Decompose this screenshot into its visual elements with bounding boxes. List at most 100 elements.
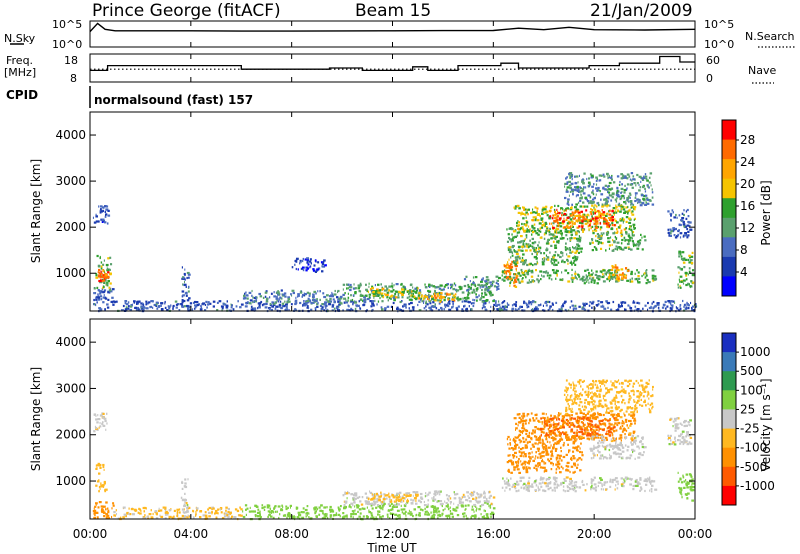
velocity-cell — [217, 512, 219, 515]
power-cell — [142, 304, 145, 307]
velocity-cell — [160, 515, 164, 518]
power-cell — [483, 291, 487, 294]
power-cell — [434, 299, 437, 302]
velocity-cell — [527, 480, 530, 483]
power-cell — [511, 308, 514, 311]
power-cell — [577, 239, 579, 242]
velocity-cell — [476, 507, 478, 510]
power-cell — [639, 239, 642, 242]
power-cell — [690, 301, 692, 305]
power-cell — [383, 289, 387, 292]
velocity-cell — [103, 515, 106, 518]
power-cell — [615, 237, 617, 241]
power-cell — [438, 287, 442, 290]
velocity-cell — [529, 457, 532, 460]
velocity-cell — [445, 502, 448, 505]
velocity-cell — [556, 440, 560, 444]
power-cell — [423, 295, 427, 298]
velocity-cell — [535, 455, 537, 458]
power-cell — [553, 254, 556, 257]
velocity-cell — [620, 439, 622, 442]
velocity-cell — [524, 422, 527, 425]
velocity-cell — [383, 499, 385, 502]
velocity-cell — [535, 467, 538, 470]
power-cell — [637, 280, 639, 283]
power-cell — [623, 228, 627, 231]
power-cell — [629, 178, 632, 181]
velocity-cell — [552, 476, 556, 479]
velocity-cell — [97, 418, 101, 421]
power-cell — [349, 286, 353, 289]
power-cell — [399, 292, 403, 295]
power-cell — [555, 227, 558, 230]
power-cell — [536, 278, 539, 281]
power-cell — [529, 228, 531, 231]
power-cell — [670, 307, 673, 310]
velocity-cell — [354, 505, 356, 508]
power-cell — [468, 301, 471, 304]
power-cell — [623, 201, 625, 204]
power-cell — [319, 298, 321, 301]
velocity-cell — [433, 516, 435, 519]
velocity-cell — [344, 492, 346, 495]
velocity-cell — [554, 449, 557, 452]
power-cell — [465, 275, 468, 278]
power-cell — [626, 177, 629, 180]
velocity-cell — [292, 516, 296, 519]
power-cell — [628, 200, 630, 204]
velocity-cell — [632, 488, 635, 491]
velocity-cell — [99, 425, 102, 428]
velocity-cell — [575, 432, 578, 435]
power-cell — [523, 223, 526, 226]
velocity-cell — [379, 506, 382, 509]
velocity-cell — [490, 511, 494, 514]
power-cell — [511, 254, 514, 257]
power-cell — [112, 303, 115, 306]
velocity-cell — [217, 508, 220, 511]
power-cell — [401, 288, 405, 291]
power-cell — [130, 305, 133, 308]
power-cell — [414, 291, 418, 294]
power-cell — [412, 286, 414, 289]
power-cell — [346, 287, 348, 290]
power-cell — [450, 292, 454, 295]
power-cell — [569, 237, 571, 240]
velocity-cell — [184, 492, 186, 495]
velocity-cell — [508, 470, 510, 473]
ytick-label: 2000 — [55, 220, 86, 234]
power-cell — [425, 302, 428, 305]
power-cell — [578, 275, 581, 278]
velocity-cell — [560, 450, 562, 453]
power-cell — [97, 264, 101, 267]
power-cell — [556, 212, 559, 215]
power-cell — [622, 218, 625, 221]
power-cell — [610, 268, 614, 271]
power-cell — [160, 302, 162, 305]
power-cell — [364, 294, 368, 297]
velocity-cell — [572, 488, 575, 491]
power-cell — [306, 260, 309, 263]
power-cell — [614, 269, 617, 272]
power-cell — [196, 303, 200, 307]
power-cell — [514, 235, 517, 238]
power-cell — [634, 196, 637, 199]
power-cell — [456, 308, 459, 311]
power-cell — [522, 239, 524, 243]
velocity-cell — [604, 436, 608, 439]
velocity-cell — [561, 438, 564, 441]
power-cell — [507, 261, 509, 264]
power-cell — [393, 296, 397, 300]
power-cell — [637, 275, 640, 278]
power-cell — [279, 300, 282, 303]
velocity-cell — [102, 465, 105, 469]
power-cell — [607, 176, 609, 180]
power-cell — [508, 258, 510, 261]
velocity-cell — [273, 506, 276, 509]
velocity-cell — [380, 502, 383, 505]
power-cell — [104, 221, 107, 224]
power-cell — [368, 282, 370, 285]
power-cell — [545, 304, 548, 307]
power-cell — [586, 280, 588, 283]
velocity-cell — [146, 515, 149, 518]
velocity-cell — [381, 500, 384, 503]
